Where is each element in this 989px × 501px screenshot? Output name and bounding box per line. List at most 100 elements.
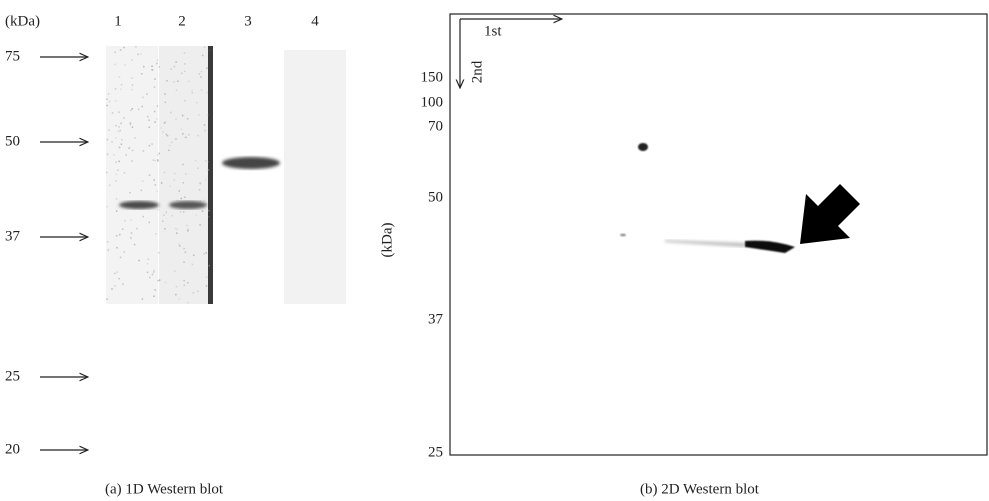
speckle	[183, 211, 185, 213]
speckle	[164, 281, 167, 284]
marker-label: 25	[5, 368, 20, 384]
speckle	[207, 169, 210, 171]
speckle	[187, 228, 189, 231]
speckle	[179, 245, 181, 247]
speckle	[142, 180, 144, 182]
speckle	[183, 261, 185, 263]
speckle	[123, 251, 125, 253]
speckle	[156, 118, 158, 120]
speckle	[111, 288, 113, 290]
speckle	[199, 183, 202, 185]
panel-a: (kDa) 1 2 3 4 75 50 37 25 20 (a) 1D Western blo…	[5, 13, 346, 497]
speckle	[164, 93, 166, 95]
lane-label: 3	[244, 13, 252, 29]
speckle	[114, 285, 116, 287]
blot-1d	[106, 46, 346, 304]
speckle	[131, 88, 133, 91]
speckle	[124, 219, 126, 222]
first-dimension-label: 1st	[484, 23, 502, 39]
speckle	[199, 182, 201, 184]
speckle	[118, 111, 120, 113]
speckle	[116, 271, 118, 273]
speckle	[114, 100, 117, 102]
speckle	[146, 263, 149, 265]
speckle	[130, 232, 133, 234]
speckle	[175, 89, 178, 91]
speckle	[128, 147, 130, 149]
speckle	[205, 252, 207, 254]
speckle	[117, 169, 119, 171]
speckle	[173, 81, 175, 83]
speckle	[199, 200, 201, 203]
speckle	[185, 173, 187, 175]
speckle	[147, 115, 149, 118]
speckle	[118, 146, 121, 149]
speckle	[184, 63, 186, 65]
speckle	[129, 146, 131, 149]
speckle	[178, 243, 180, 246]
speckle	[174, 172, 176, 175]
band	[169, 201, 207, 209]
speckle	[154, 121, 156, 123]
pointer-arrow	[800, 184, 860, 244]
speckle	[130, 219, 132, 221]
speckle	[201, 210, 204, 212]
lane-divider	[208, 46, 213, 304]
speckle	[154, 289, 156, 291]
speckle	[106, 138, 109, 141]
speckle	[191, 92, 193, 94]
speckle	[164, 101, 167, 104]
speckle	[186, 118, 189, 120]
speckle	[187, 301, 189, 304]
marker-label: 150	[421, 69, 444, 85]
speckle	[131, 126, 134, 128]
speckle	[187, 230, 189, 232]
speckle	[141, 298, 144, 300]
speckle	[111, 141, 113, 143]
speckle	[203, 253, 205, 255]
speckle	[107, 248, 110, 251]
speckle	[200, 89, 203, 91]
marker-label: 70	[428, 118, 443, 134]
speckle	[198, 73, 201, 75]
lane-4	[284, 50, 346, 304]
speckle	[142, 96, 144, 99]
speckle	[152, 69, 154, 71]
speckle	[157, 159, 159, 161]
speckle	[135, 46, 137, 48]
speckle	[130, 236, 132, 239]
speckle	[206, 91, 208, 94]
speckle	[151, 143, 153, 145]
speckle	[153, 110, 156, 113]
speckle	[208, 49, 211, 52]
speckle	[169, 185, 171, 187]
panel-b: 1st 2nd (kDa) 150 100 70 50 37 25 (b) 2D West…	[379, 13, 988, 497]
speckle	[160, 127, 162, 129]
speckle	[107, 93, 110, 95]
speckle	[138, 259, 140, 262]
speckle	[106, 98, 108, 100]
speckle	[185, 136, 188, 139]
speckle	[117, 130, 120, 133]
speckle	[106, 153, 109, 156]
speckle	[191, 89, 193, 91]
band	[222, 157, 280, 169]
speckle	[156, 59, 159, 61]
speckle	[155, 63, 158, 65]
speckle	[180, 197, 183, 200]
speckle	[175, 285, 178, 288]
speckle	[115, 173, 117, 176]
speckle	[203, 124, 206, 126]
speckle	[131, 59, 133, 61]
speckle	[183, 284, 186, 286]
speckle	[197, 290, 199, 293]
speckle	[187, 282, 189, 284]
speckle	[123, 46, 125, 49]
speckle	[146, 93, 148, 95]
marker-label: 75	[5, 48, 20, 64]
speckle	[131, 77, 133, 79]
speckle	[120, 122, 122, 125]
speckle	[141, 105, 143, 108]
speckle	[170, 111, 172, 114]
